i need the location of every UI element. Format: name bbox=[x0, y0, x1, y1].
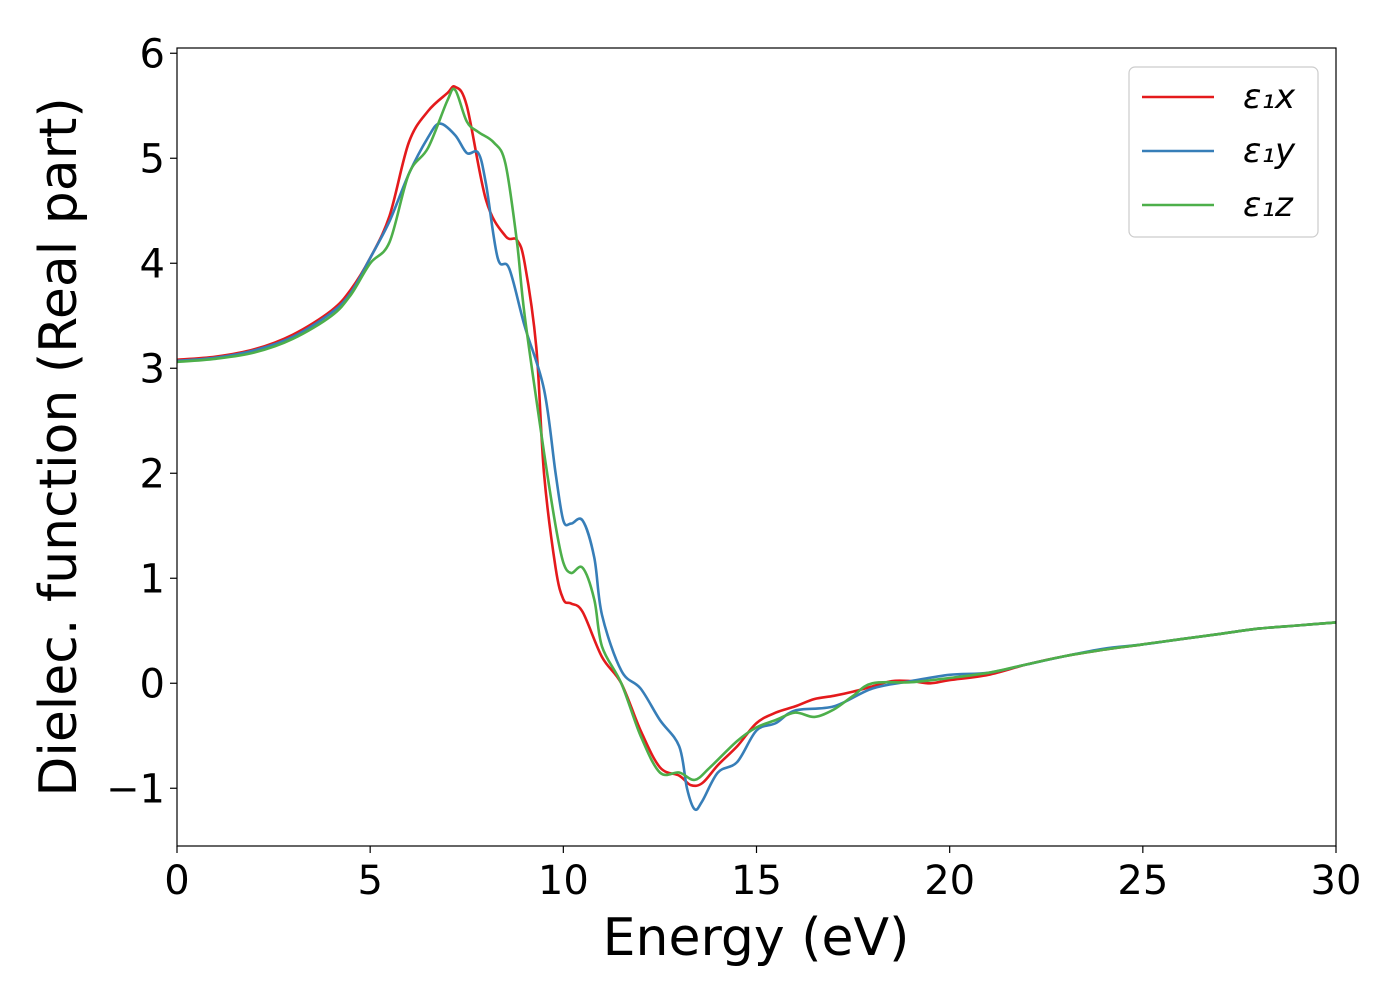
legend-label-1: ε₁x bbox=[1243, 77, 1296, 117]
legend-box bbox=[1128, 66, 1319, 238]
series-layer bbox=[176, 85, 1337, 812]
x-tick-label: 30 bbox=[1311, 858, 1362, 904]
legend-label-3: ε₁z bbox=[1243, 185, 1294, 225]
y-tick-label: 6 bbox=[140, 31, 165, 77]
x-tick-label: 20 bbox=[924, 858, 975, 904]
legend: ε₁x ε₁y ε₁z bbox=[1128, 66, 1319, 238]
legend-label-2: ε₁y bbox=[1243, 131, 1296, 171]
y-tick-label: 0 bbox=[140, 661, 165, 707]
x-axis-ticks: 0 5 10 15 20 25 30 bbox=[164, 846, 1361, 904]
series-line-1 bbox=[176, 85, 1337, 788]
x-tick-label: 15 bbox=[731, 858, 782, 904]
y-tick-label: −1 bbox=[106, 766, 165, 812]
x-tick-label: 10 bbox=[538, 858, 589, 904]
x-tick-label: 5 bbox=[357, 858, 382, 904]
y-tick-label: 4 bbox=[140, 241, 165, 287]
x-axis-label: Energy (eV) bbox=[603, 908, 910, 968]
y-tick-label: 5 bbox=[140, 136, 165, 182]
series-line-3 bbox=[176, 87, 1337, 782]
x-tick-label: 25 bbox=[1117, 858, 1168, 904]
y-axis-ticks: −1 0 1 2 3 4 5 6 bbox=[106, 31, 177, 812]
x-tick-label: 0 bbox=[164, 858, 189, 904]
y-tick-label: 1 bbox=[140, 556, 165, 602]
y-axis-label: Dielec. function (Real part) bbox=[29, 97, 89, 796]
y-tick-label: 3 bbox=[140, 346, 165, 392]
y-tick-label: 2 bbox=[140, 451, 165, 497]
